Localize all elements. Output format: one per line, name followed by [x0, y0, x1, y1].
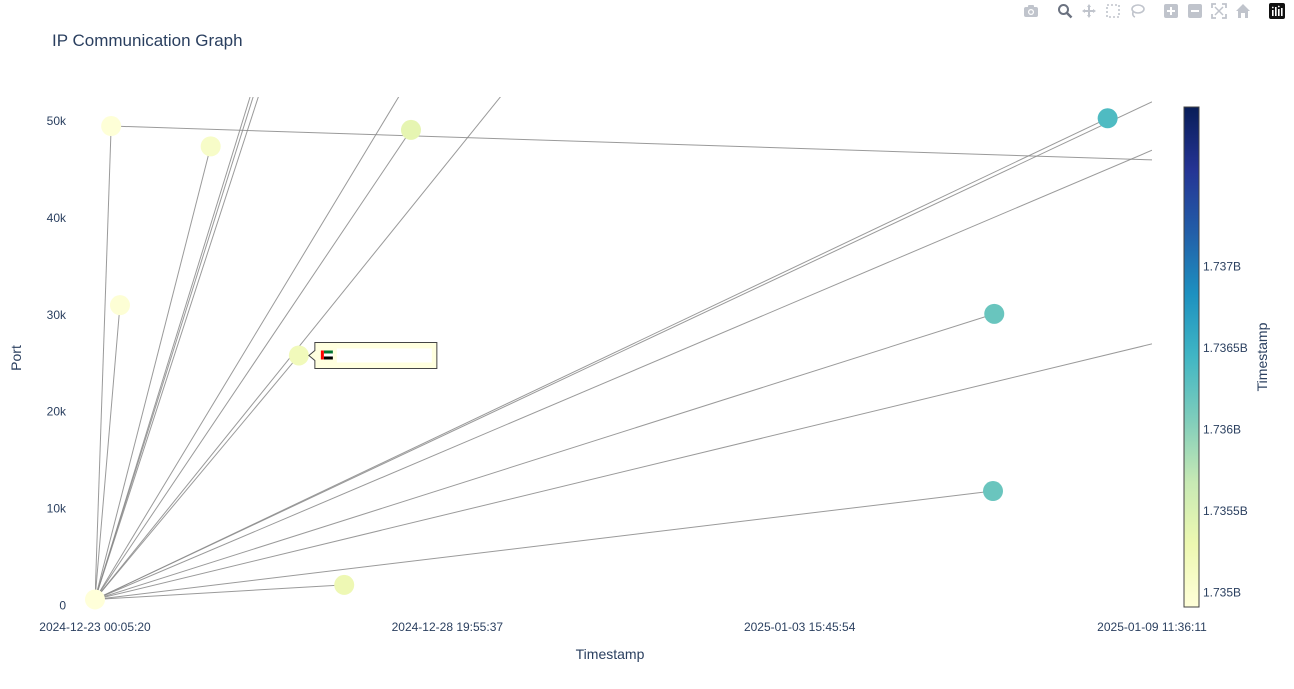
- edge-line: [95, 305, 121, 600]
- box-select-icon[interactable]: [1102, 1, 1124, 21]
- colorbar-tick-label: 1.736B: [1203, 423, 1241, 437]
- y-tick-label: 0: [59, 598, 66, 612]
- chart-title: IP Communication Graph: [52, 31, 243, 50]
- tooltip-text-area: [336, 348, 432, 363]
- x-tick-label: 2024-12-23 00:05:20: [39, 620, 151, 634]
- reset-axes-icon[interactable]: [1232, 1, 1254, 21]
- colorbar: Timestamp 1.735B 1.7355B 1.736B 1.7365B 1.73…: [1183, 106, 1270, 608]
- data-point[interactable]: [200, 136, 221, 157]
- edge-line: [95, 97, 501, 600]
- x-tick-label: 2024-12-28 19:55:37: [392, 620, 504, 634]
- y-tick-label: 20k: [47, 405, 67, 419]
- edge-line: [95, 97, 254, 600]
- y-axis-title: Port: [8, 345, 24, 371]
- lasso-select-icon[interactable]: [1126, 1, 1148, 21]
- data-point[interactable]: [984, 303, 1005, 324]
- edge-line: [95, 117, 1108, 600]
- autoscale-icon[interactable]: [1208, 1, 1230, 21]
- data-point[interactable]: [1097, 108, 1118, 129]
- data-point[interactable]: [85, 589, 105, 610]
- colorbar-tick-label: 1.7355B: [1203, 504, 1248, 518]
- zoom-out-icon[interactable]: [1184, 1, 1206, 21]
- data-point[interactable]: [334, 574, 355, 595]
- colorbar-tick-label: 1.737B: [1203, 260, 1241, 274]
- camera-icon[interactable]: [1020, 1, 1042, 21]
- modebar: [1020, 0, 1288, 22]
- edge-line: [95, 490, 994, 600]
- y-tick-label: 30k: [47, 308, 67, 322]
- edge-lines: [95, 97, 1152, 600]
- edge-line: [95, 97, 259, 600]
- y-tick-label: 50k: [47, 114, 67, 128]
- x-tick-label: 2025-01-03 15:45:54: [744, 620, 856, 634]
- edge-line: [95, 97, 400, 600]
- plotly-logo-icon[interactable]: [1266, 1, 1288, 21]
- colorbar-tick-label: 1.735B: [1203, 586, 1241, 600]
- zoom-in-icon[interactable]: [1160, 1, 1182, 21]
- edge-line: [95, 313, 995, 600]
- y-tick-label: 40k: [47, 211, 67, 225]
- data-point[interactable]: [101, 116, 122, 137]
- y-tick-label: 10k: [47, 501, 67, 515]
- x-tick-label: 2025-01-09 11:36:11: [1097, 620, 1207, 634]
- edge-line: [95, 129, 412, 600]
- hover-tooltip: [308, 341, 438, 369]
- x-axis-title: Timestamp: [576, 646, 645, 662]
- uae-flag-icon: [320, 350, 333, 360]
- x-axis-ticks: 2024-12-23 00:05:20 2024-12-28 19:55:37 20…: [39, 620, 1207, 634]
- colorbar-bar: [1183, 106, 1200, 608]
- data-points[interactable]: [85, 108, 1118, 610]
- edge-line: [95, 97, 251, 600]
- data-point[interactable]: [288, 345, 309, 366]
- colorbar-title: Timestamp: [1254, 322, 1270, 391]
- colorbar-tick-label: 1.7365B: [1203, 341, 1248, 355]
- edge-line: [95, 146, 212, 600]
- y-axis-ticks: 0 10k 20k 30k 40k 50k: [47, 114, 67, 612]
- edge-line: [111, 125, 1152, 161]
- edge-line: [95, 343, 1152, 600]
- edge-line: [95, 101, 1152, 600]
- edge-line: [95, 355, 300, 600]
- data-point[interactable]: [983, 481, 1004, 502]
- data-point[interactable]: [109, 295, 130, 316]
- pan-icon[interactable]: [1078, 1, 1100, 21]
- data-point[interactable]: [400, 119, 421, 140]
- edge-line: [95, 584, 345, 600]
- edge-line: [95, 126, 112, 600]
- zoom-icon[interactable]: [1054, 1, 1076, 21]
- edge-line: [95, 149, 1152, 600]
